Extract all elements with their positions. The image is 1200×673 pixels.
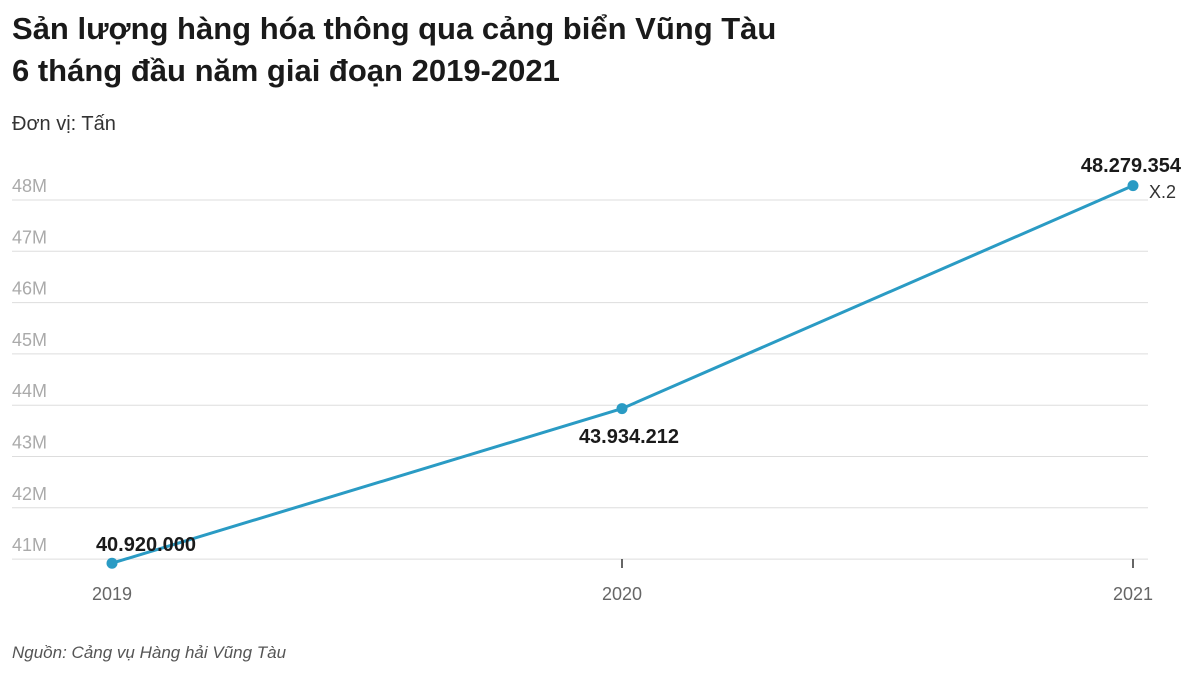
x-tick-label: 2020 [602, 584, 642, 604]
x-tick-label: 2019 [92, 584, 132, 604]
source-note: Nguồn: Cảng vụ Hàng hải Vũng Tàu [12, 643, 287, 662]
y-tick-label: 42M [12, 484, 47, 504]
unit-label: Đơn vị: Tấn [12, 113, 116, 135]
data-label: 48.279.354 [1081, 155, 1182, 177]
annotation-label: X.2 [1149, 182, 1176, 202]
y-tick-label: 46M [12, 279, 47, 299]
y-tick-label: 43M [12, 433, 47, 453]
title-line-1: Sản lượng hàng hóa thông qua cảng biển V… [12, 11, 777, 46]
y-tick-label: 47M [12, 227, 47, 247]
y-tick-label: 45M [12, 330, 47, 350]
y-tick-label: 48M [12, 176, 47, 196]
series-line [111, 184, 1134, 565]
data-label: 40.920.000 [96, 534, 196, 556]
data-point [106, 557, 118, 569]
data-label: 43.934.212 [579, 426, 679, 448]
data-point [616, 403, 628, 415]
data-point [1127, 180, 1139, 192]
chart-title: Sản lượng hàng hóa thông qua cảng biển V… [12, 8, 776, 92]
title-line-2: 6 tháng đầu năm giai đoạn 2019-2021 [12, 53, 560, 88]
y-tick-label: 41M [12, 535, 47, 555]
x-tick-label: 2021 [1113, 584, 1153, 604]
y-tick-label: 44M [12, 381, 47, 401]
